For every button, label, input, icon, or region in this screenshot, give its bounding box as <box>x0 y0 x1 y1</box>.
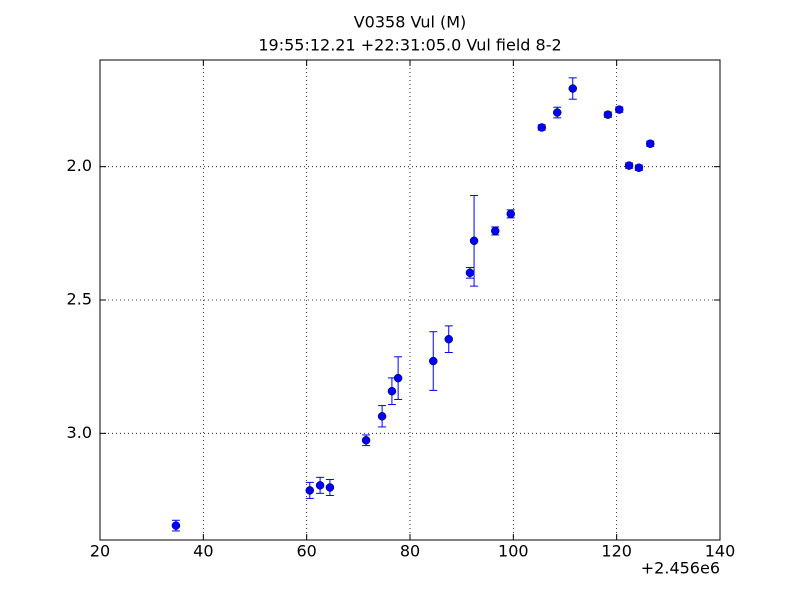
point <box>491 226 500 236</box>
point <box>444 334 453 344</box>
point <box>603 110 613 119</box>
point <box>429 356 438 366</box>
x-offset-label: +2.456e6 <box>641 559 720 578</box>
x-tick-label: 120 <box>601 542 632 561</box>
chart-title: V0358 Vul (M) <box>354 13 467 32</box>
point <box>361 436 371 445</box>
point <box>634 163 644 172</box>
point <box>506 209 515 219</box>
x-tick-label: 20 <box>90 542 110 561</box>
chart-subtitle: 19:55:12.21 +22:31:05.0 Vul field 8-2 <box>258 36 561 55</box>
point <box>325 483 335 492</box>
plot-frame <box>99 59 721 541</box>
point <box>315 481 325 490</box>
x-tick-label: 100 <box>498 542 529 561</box>
x-tick-label: 80 <box>400 542 420 561</box>
point <box>568 84 577 93</box>
point <box>646 139 655 148</box>
point <box>553 108 562 117</box>
y-tick-label: 3.0 <box>67 423 92 442</box>
x-tick-label: 40 <box>193 542 213 561</box>
point <box>537 123 546 132</box>
point <box>615 105 624 114</box>
point <box>465 268 475 278</box>
x-tick-label: 60 <box>296 542 316 561</box>
point <box>171 521 181 530</box>
point <box>624 161 634 170</box>
y-tick-label: 2.0 <box>67 156 92 175</box>
point <box>387 386 397 396</box>
point <box>469 236 479 246</box>
y-tick-label: 2.5 <box>67 290 92 309</box>
point <box>377 412 387 421</box>
point <box>393 373 403 383</box>
point <box>305 486 315 495</box>
x-tick-label: 140 <box>705 542 736 561</box>
